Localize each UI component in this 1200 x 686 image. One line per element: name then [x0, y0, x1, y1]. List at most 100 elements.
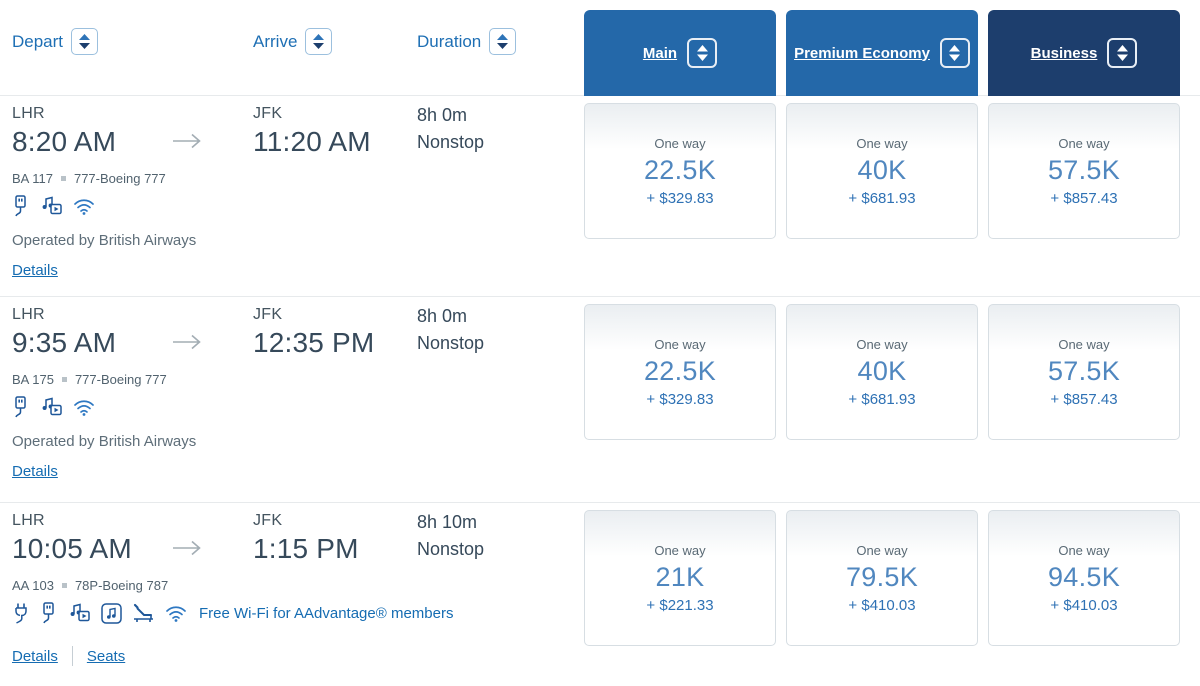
duration-value: 8h 0m — [417, 105, 468, 125]
details-link[interactable]: Details — [12, 647, 58, 665]
fare-type-label: One way — [1058, 336, 1110, 352]
depart-cell: LHR 10:05 AM — [12, 512, 172, 565]
time-grid: LHR 10:05 AM JFK 1:15 PM 8h 10m Nonstop — [12, 512, 584, 565]
fare-card-main[interactable]: One way 22.5K + $329.83 — [584, 103, 776, 239]
stops-value: Nonstop — [417, 132, 485, 152]
fare-fees: + $329.83 — [646, 390, 714, 408]
sort-up-down-icon — [496, 34, 509, 49]
operated-by-text: Operated by British Airways — [12, 232, 197, 249]
fare-miles: 40K — [857, 154, 907, 185]
fare-cards: One way 22.5K + $329.83 One way 40K + $6… — [584, 96, 1180, 296]
sort-up-down-icon — [312, 34, 325, 49]
free-wifi-note: Free Wi-Fi for AAdvantage® members — [199, 604, 454, 622]
lieflat-seat-icon — [132, 603, 155, 624]
fare-fees: + $410.03 — [1050, 596, 1118, 614]
stops-value: Nonstop — [417, 333, 485, 353]
duration-sort-button[interactable] — [489, 28, 517, 55]
fare-miles: 57.5K — [1047, 154, 1121, 185]
fare-card-main[interactable]: One way 21K + $221.33 — [584, 510, 776, 646]
flight-meta: AA 103 78P-Boeing 787 — [12, 578, 584, 593]
arrive-time: 11:20 AM — [253, 126, 371, 157]
fare-card-business[interactable]: One way 57.5K + $857.43 — [988, 304, 1180, 440]
depart-sort-button[interactable] — [71, 28, 99, 55]
arrive-sort-button[interactable] — [305, 28, 333, 55]
right-arrow-icon — [172, 105, 253, 158]
fare-header-business[interactable]: Business — [988, 10, 1180, 96]
fare-cards: One way 21K + $221.33 One way 79.5K + $4… — [584, 503, 1180, 686]
usb-icon — [40, 602, 57, 624]
arrive-airport: JFK — [253, 512, 283, 529]
arrive-airport: JFK — [253, 105, 283, 122]
sort-up-down-icon — [78, 34, 91, 49]
depart-airport: LHR — [12, 105, 45, 122]
fare-fees: + $681.93 — [848, 390, 916, 408]
row-links: Details — [12, 262, 584, 279]
flight-row: LHR 8:20 AM JFK 11:20 AM 8h 0m Nonstop B… — [0, 96, 1200, 297]
fare-card-premium-economy[interactable]: One way 40K + $681.93 — [786, 304, 978, 440]
fare-miles: 40K — [857, 355, 907, 386]
flight-row: LHR 9:35 AM JFK 12:35 PM 8h 0m Nonstop B… — [0, 297, 1200, 503]
power-plug-icon — [12, 602, 30, 624]
fare-type-label: One way — [856, 542, 908, 558]
fare-miles: 57.5K — [1047, 355, 1121, 386]
sort-col-duration: Duration — [417, 28, 584, 55]
duration-cell: 8h 10m Nonstop — [417, 512, 584, 565]
fare-type-label: One way — [856, 135, 908, 151]
fare-type-label: One way — [654, 336, 706, 352]
arrive-time: 12:35 PM — [253, 327, 375, 358]
usb-icon — [12, 195, 29, 217]
depart-time: 10:05 AM — [12, 533, 132, 564]
flight-number: BA 117 — [12, 171, 53, 186]
amenity-icons — [12, 396, 584, 418]
square-separator — [60, 176, 66, 181]
duration-value: 8h 10m — [417, 512, 478, 532]
flight-meta: BA 175 777-Boeing 777 — [12, 372, 584, 387]
fare-fees: + $681.93 — [848, 189, 916, 207]
music-icon — [101, 602, 122, 624]
arrive-cell: JFK 12:35 PM — [253, 306, 417, 359]
fare-miles: 79.5K — [845, 561, 919, 592]
depart-time: 9:35 AM — [12, 327, 117, 358]
seats-link[interactable]: Seats — [86, 647, 126, 665]
fare-header-premium-economy[interactable]: Premium Economy — [786, 10, 978, 96]
fare-card-premium-economy[interactable]: One way 79.5K + $410.03 — [786, 510, 978, 646]
fare-card-premium-economy[interactable]: One way 40K + $681.93 — [786, 103, 978, 239]
duration-cell: 8h 0m Nonstop — [417, 306, 584, 359]
square-separator — [61, 377, 67, 382]
wifi-icon — [165, 605, 187, 622]
aircraft-type: 777-Boeing 777 — [73, 171, 166, 186]
details-link[interactable]: Details — [12, 262, 58, 279]
results-header: Depart Arrive Duration — [0, 0, 1200, 96]
fare-card-business[interactable]: One way 94.5K + $410.03 — [988, 510, 1180, 646]
arrive-cell: JFK 1:15 PM — [253, 512, 417, 565]
flight-number: AA 103 — [12, 578, 54, 593]
fare-card-main[interactable]: One way 22.5K + $329.83 — [584, 304, 776, 440]
arrive-time: 1:15 PM — [253, 533, 359, 564]
flight-meta: BA 117 777-Boeing 777 — [12, 171, 584, 186]
flight-info: LHR 10:05 AM JFK 1:15 PM 8h 10m Nonstop … — [0, 503, 584, 686]
fare-miles: 94.5K — [1047, 561, 1121, 592]
right-arrow-icon — [172, 512, 253, 565]
depart-time: 8:20 AM — [12, 126, 117, 157]
fare-miles: 21K — [655, 561, 705, 592]
depart-airport: LHR — [12, 512, 45, 529]
sort-col-depart: Depart — [12, 28, 253, 55]
sort-up-down-icon — [939, 38, 970, 68]
premium-economy-header-label: Premium Economy — [794, 44, 930, 62]
sort-col-arrive: Arrive — [253, 28, 417, 55]
usb-icon — [12, 396, 29, 418]
business-header-label: Business — [1030, 44, 1098, 62]
right-arrow-icon — [172, 306, 253, 359]
depart-airport: LHR — [12, 306, 45, 323]
depart-sort-label: Depart — [12, 31, 64, 51]
fare-miles: 22.5K — [643, 154, 717, 185]
details-link[interactable]: Details — [12, 463, 58, 480]
link-divider — [71, 646, 73, 666]
fare-header-main[interactable]: Main — [584, 10, 776, 96]
fare-type-label: One way — [1058, 135, 1110, 151]
entertainment-icon — [67, 603, 91, 623]
fare-type-label: One way — [856, 336, 908, 352]
fare-card-business[interactable]: One way 57.5K + $857.43 — [988, 103, 1180, 239]
depart-cell: LHR 8:20 AM — [12, 105, 172, 158]
duration-cell: 8h 0m Nonstop — [417, 105, 584, 158]
